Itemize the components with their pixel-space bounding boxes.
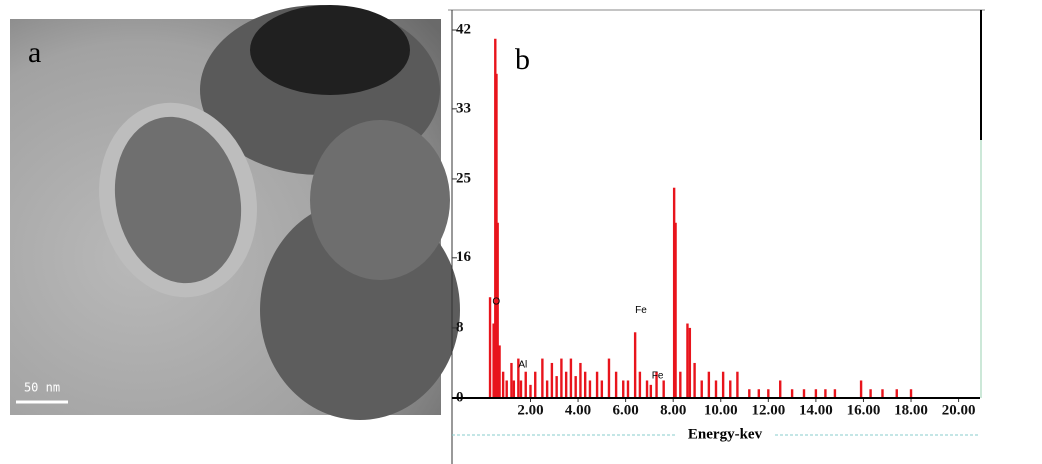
bar	[622, 380, 625, 398]
bar	[545, 380, 549, 398]
bar	[564, 371, 568, 398]
bar	[645, 380, 649, 398]
bar	[496, 222, 499, 398]
annotation: Al	[518, 359, 527, 370]
bar	[736, 371, 739, 398]
bar	[779, 380, 782, 398]
bar	[555, 376, 558, 398]
x-tick-label: 18.00	[894, 402, 928, 418]
x-tick-label: 20.00	[942, 402, 976, 418]
annotation: O	[492, 296, 500, 307]
bar	[909, 389, 913, 398]
bar	[662, 380, 665, 398]
bar	[534, 371, 537, 398]
bar	[649, 384, 653, 398]
bar	[607, 358, 611, 398]
bar	[498, 345, 501, 398]
tem-image: a 50 nm	[10, 5, 460, 420]
bar	[714, 380, 718, 398]
bar	[686, 323, 689, 398]
x-tick-label: 10.00	[704, 402, 738, 418]
scale-bar-label: 50 nm	[24, 381, 60, 395]
bar	[833, 389, 837, 398]
x-tick-label: 2.00	[517, 402, 543, 418]
bar	[579, 362, 582, 398]
bar	[517, 358, 520, 398]
bar	[510, 362, 513, 398]
bar	[583, 371, 587, 398]
bar	[501, 371, 505, 398]
bar	[859, 380, 863, 398]
bar	[707, 371, 711, 398]
bar	[824, 389, 827, 398]
bar	[869, 389, 872, 398]
bar	[505, 380, 508, 398]
x-tick-label: 16.00	[847, 402, 881, 418]
bar	[790, 389, 794, 398]
bar	[626, 380, 630, 398]
bar	[895, 389, 898, 398]
bar	[757, 389, 761, 398]
x-tick-label: 8.00	[660, 402, 686, 418]
bar	[748, 389, 751, 398]
bar	[541, 358, 544, 398]
panel-label: b	[515, 43, 530, 76]
bar	[600, 380, 604, 398]
bar	[814, 389, 818, 398]
bar	[524, 371, 527, 398]
eds-spectrum: Energy-kev b 08162533422.004.006.008.001…	[448, 9, 985, 464]
y-tick-label: 16	[456, 249, 472, 265]
bar	[492, 323, 495, 398]
annotation: Fe	[635, 305, 647, 316]
bar	[529, 384, 532, 398]
bar	[721, 371, 725, 398]
bar	[519, 380, 523, 398]
bar	[674, 222, 677, 398]
bar	[700, 380, 703, 398]
bar	[595, 371, 599, 398]
bar	[693, 362, 696, 398]
bar	[881, 389, 884, 398]
annotation: Fe	[652, 371, 664, 382]
x-tick-label: 6.00	[612, 402, 638, 418]
bar	[569, 358, 573, 398]
bar	[574, 376, 577, 398]
bar	[614, 371, 618, 398]
bar	[679, 371, 682, 398]
bar	[688, 327, 692, 398]
panel-label: a	[28, 36, 41, 69]
bar	[588, 380, 592, 398]
x-tick-label: 12.00	[751, 402, 785, 418]
bar	[633, 332, 637, 398]
bar	[672, 187, 676, 398]
x-tick-label: 14.00	[799, 402, 833, 418]
x-axis-label: Energy-kev	[688, 426, 763, 442]
y-tick-label: 25	[456, 170, 471, 186]
x-tick-label: 4.00	[565, 402, 591, 418]
bar	[802, 389, 806, 398]
bar	[512, 380, 516, 398]
bar	[638, 371, 642, 398]
y-tick-label: 33	[456, 100, 471, 116]
y-tick-label: 8	[456, 319, 464, 335]
bar	[655, 371, 658, 398]
bar	[550, 362, 554, 398]
bar	[560, 358, 563, 398]
bar	[488, 297, 492, 398]
y-tick-label: 42	[456, 21, 471, 37]
bar	[767, 389, 770, 398]
bar	[729, 380, 732, 398]
